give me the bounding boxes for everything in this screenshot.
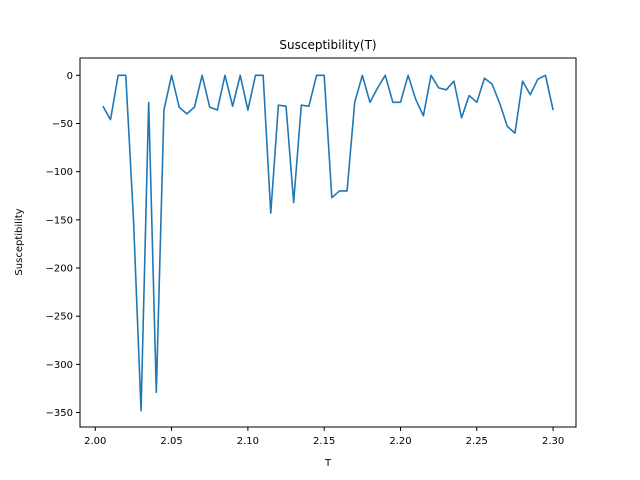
x-tick-label: 2.00 bbox=[84, 436, 106, 447]
y-tick-label: −250 bbox=[46, 312, 73, 323]
y-axis: 0 −50 −100 −150 −200 −250 −300 −350 bbox=[46, 71, 80, 419]
y-tick-label: 0 bbox=[67, 71, 73, 82]
x-tick-label: 2.10 bbox=[237, 436, 259, 447]
y-tick-label: −300 bbox=[46, 360, 73, 371]
y-tick-label: −50 bbox=[52, 119, 73, 130]
plot-frame bbox=[79, 57, 577, 428]
x-tick-label: 2.15 bbox=[313, 436, 335, 447]
series-line-0 bbox=[102, 74, 554, 412]
chart-title: Susceptibility(T) bbox=[279, 38, 376, 52]
x-tick-label: 2.30 bbox=[542, 436, 564, 447]
y-tick-label: −350 bbox=[46, 408, 73, 419]
y-axis-label: Susceptibility bbox=[14, 208, 25, 275]
x-tick-label: 2.20 bbox=[389, 436, 411, 447]
x-axis: 2.00 2.05 2.10 2.15 2.20 2.25 2.30 bbox=[84, 427, 564, 447]
y-tick-label: −200 bbox=[46, 264, 73, 275]
x-tick-label: 2.25 bbox=[466, 436, 488, 447]
y-tick-label: −150 bbox=[46, 215, 73, 226]
x-tick-label: 2.05 bbox=[160, 436, 182, 447]
y-tick-label: −100 bbox=[46, 167, 73, 178]
plot-area bbox=[102, 74, 554, 412]
x-axis-label: T bbox=[324, 458, 332, 469]
